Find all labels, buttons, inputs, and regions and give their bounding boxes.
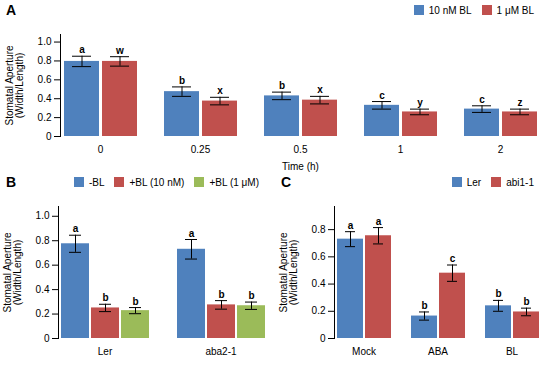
svg-text:w: w bbox=[115, 45, 124, 56]
svg-text:0: 0 bbox=[44, 333, 50, 344]
svg-text:y: y bbox=[417, 97, 423, 108]
svg-text:a: a bbox=[189, 228, 195, 239]
svg-text:a: a bbox=[348, 220, 354, 231]
svg-text:0.8: 0.8 bbox=[312, 224, 326, 235]
svg-text:Time (h): Time (h) bbox=[282, 161, 319, 172]
html-text:10 nM BL: 10 nM BL bbox=[428, 4, 472, 16]
svg-text:b: b bbox=[179, 75, 185, 86]
svg-text:0.8: 0.8 bbox=[38, 55, 52, 66]
svg-text:0.6: 0.6 bbox=[36, 259, 50, 270]
svg-text:c: c bbox=[379, 90, 385, 101]
svg-text:aba2-1: aba2-1 bbox=[205, 346, 237, 357]
html-text:C: C bbox=[281, 174, 292, 190]
svg-text:0.4: 0.4 bbox=[38, 93, 52, 104]
html-text:-BL: -BL bbox=[88, 176, 105, 188]
svg-text:0: 0 bbox=[46, 131, 52, 142]
svg-text:0.4: 0.4 bbox=[36, 284, 50, 295]
svg-text:1.0: 1.0 bbox=[38, 36, 52, 47]
svg-text:c: c bbox=[479, 94, 485, 105]
svg-text:0.2: 0.2 bbox=[36, 308, 50, 319]
svg-text:Stomatal Aperture(Width/Length: Stomatal Aperture(Width/Length) bbox=[278, 232, 299, 312]
svg-text:2: 2 bbox=[498, 144, 504, 155]
svg-text:b: b bbox=[421, 300, 427, 311]
html-text:B: B bbox=[6, 174, 17, 190]
svg-text:b: b bbox=[523, 296, 529, 307]
svg-text:0: 0 bbox=[320, 333, 326, 344]
svg-text:b: b bbox=[132, 296, 138, 307]
svg-text:a: a bbox=[73, 223, 79, 234]
svg-text:0.5: 0.5 bbox=[294, 144, 308, 155]
svg-text:0.4: 0.4 bbox=[312, 278, 326, 289]
svg-text:b: b bbox=[248, 290, 254, 301]
svg-text:0.25: 0.25 bbox=[191, 144, 211, 155]
html-text:A: A bbox=[6, 2, 17, 18]
html-text:Ler: Ler bbox=[466, 176, 482, 188]
html-text:+BL (10 nM): +BL (10 nM) bbox=[129, 176, 185, 188]
svg-text:0.2: 0.2 bbox=[312, 305, 326, 316]
svg-text:Stomatal Aperture(Width/Length: Stomatal Aperture(Width/Length) bbox=[4, 45, 25, 125]
svg-text:1: 1 bbox=[398, 144, 404, 155]
svg-text:0: 0 bbox=[98, 144, 104, 155]
svg-text:BL: BL bbox=[506, 346, 519, 357]
svg-text:z: z bbox=[518, 97, 523, 108]
svg-text:b: b bbox=[102, 292, 108, 303]
svg-text:Stomatal Aperture(Width/Length: Stomatal Aperture(Width/Length) bbox=[2, 232, 23, 312]
svg-text:Ler: Ler bbox=[98, 346, 113, 357]
html-text:abi1-1: abi1-1 bbox=[506, 176, 534, 188]
svg-text:b: b bbox=[218, 289, 224, 300]
svg-text:1.0: 1.0 bbox=[36, 210, 50, 221]
svg-text:0.6: 0.6 bbox=[312, 251, 326, 262]
html-text:1 μM BL: 1 μM BL bbox=[496, 4, 534, 16]
html-text:+BL (1 μM): +BL (1 μM) bbox=[209, 176, 259, 188]
svg-text:0.6: 0.6 bbox=[38, 74, 52, 85]
svg-text:ABA: ABA bbox=[428, 346, 448, 357]
svg-text:b: b bbox=[279, 80, 285, 91]
svg-text:b: b bbox=[495, 288, 501, 299]
svg-text:0.8: 0.8 bbox=[36, 235, 50, 246]
svg-text:0.2: 0.2 bbox=[38, 112, 52, 123]
svg-text:x: x bbox=[317, 84, 323, 95]
svg-text:c: c bbox=[450, 253, 456, 264]
svg-text:a: a bbox=[79, 44, 85, 55]
svg-text:Mock: Mock bbox=[352, 346, 377, 357]
svg-text:a: a bbox=[376, 216, 382, 227]
svg-text:x: x bbox=[217, 85, 223, 96]
